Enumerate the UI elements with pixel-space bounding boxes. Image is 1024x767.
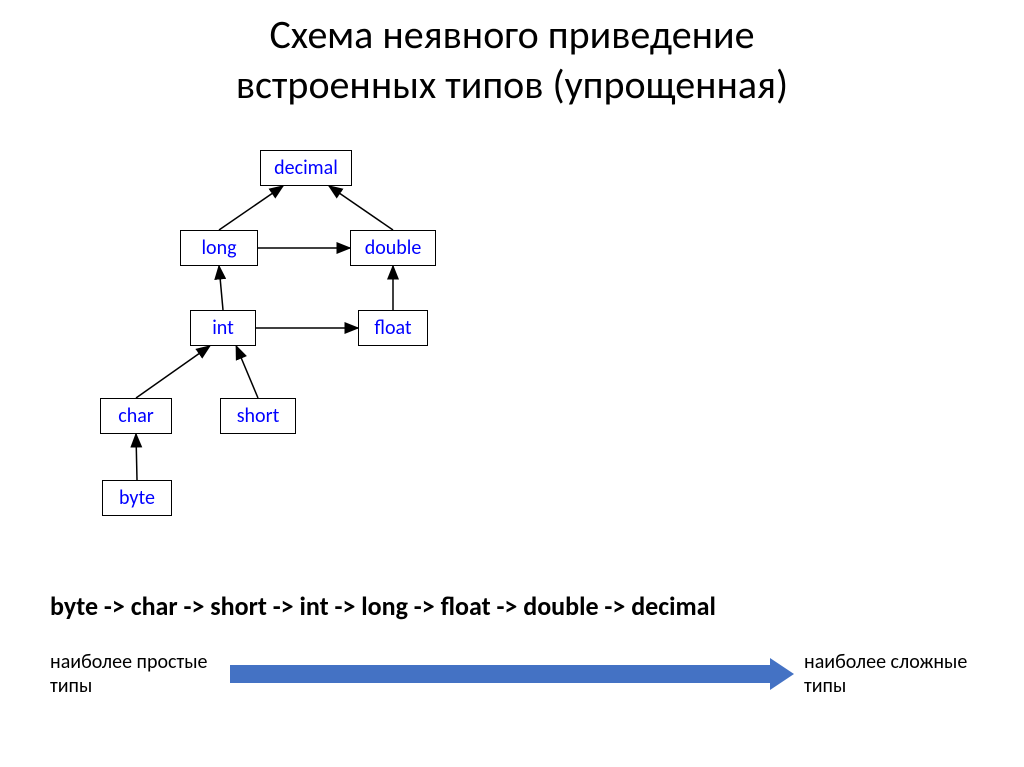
edge-short-to-int <box>236 346 258 398</box>
node-short: short <box>220 398 296 434</box>
label-simple-types: наиболее простые типы <box>50 650 220 698</box>
title-line-2: встроенных типов (упрощенная) <box>236 60 788 109</box>
edge-char-to-int <box>136 346 210 398</box>
edge-double-to-decimal <box>329 186 393 230</box>
node-char: char <box>100 398 172 434</box>
complexity-row: наиболее простые типы наиболее сложные т… <box>50 650 974 698</box>
edge-byte-to-char <box>136 434 137 480</box>
complexity-arrow <box>230 662 794 686</box>
edge-long-to-decimal <box>219 186 283 230</box>
type-diagram: decimal long double int float char short byte <box>80 140 560 560</box>
edge-int-to-long <box>219 266 223 310</box>
title-line-1: Схема неявного приведение <box>269 10 754 59</box>
label-complex-types: наиболее сложные типы <box>804 650 974 698</box>
conversion-chain: byte -> char -> short -> int -> long -> … <box>50 590 974 622</box>
node-float: float <box>358 310 428 346</box>
node-long: long <box>180 230 258 266</box>
node-decimal: decimal <box>260 150 352 186</box>
node-double: double <box>350 230 436 266</box>
node-byte: byte <box>102 480 172 516</box>
page-title: Схема неявного приведение встроенных тип… <box>0 0 1024 110</box>
node-int: int <box>190 310 256 346</box>
